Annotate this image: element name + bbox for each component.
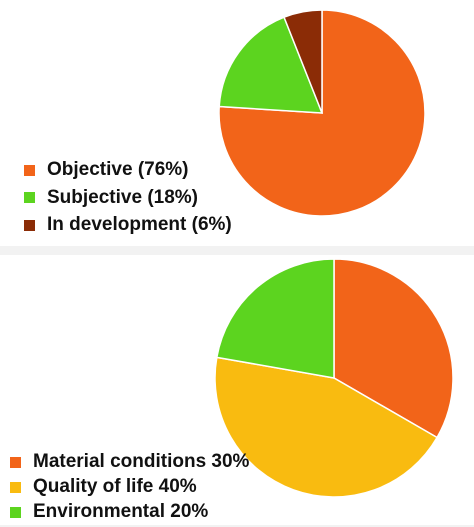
legend-swatch <box>24 164 35 176</box>
legend-top: Objective (76%) Subjective (18%) In deve… <box>24 160 232 243</box>
pie-chart-bottom <box>214 258 454 498</box>
legend-swatch <box>10 481 21 493</box>
pie-slice-in-development-6 <box>283 9 323 114</box>
legend-label: Material conditions 30% <box>33 451 250 472</box>
legend-item-quality-of-life: Quality of life 40% <box>10 477 249 497</box>
pie-slice-subjective-18 <box>218 16 324 114</box>
legend-swatch <box>24 219 35 231</box>
legend-item-subjective: Subjective (18%) <box>24 186 232 208</box>
legend-item-environmental: Environmental 20% <box>10 502 249 522</box>
legend-item-in-development: In development (6%) <box>24 215 232 235</box>
legend-label: Environmental 20% <box>33 501 209 522</box>
pie-slice-environmental-20 <box>215 258 335 379</box>
legend-label: Objective (76%) <box>47 159 189 180</box>
legend-swatch <box>10 456 21 468</box>
legend-item-objective: Objective (76%) <box>24 160 232 180</box>
pie-chart-top <box>218 9 426 217</box>
legend-label: Subjective (18%) <box>47 186 198 208</box>
pie-slice-quality-of-life-40 <box>214 356 439 498</box>
legend-swatch <box>24 192 35 203</box>
legend-bottom: Material conditions 30% Quality of life … <box>10 452 249 527</box>
chart-panel-bottom: Material conditions 30% Quality of life … <box>0 255 474 525</box>
legend-label: In development (6%) <box>47 214 232 235</box>
legend-label: Quality of life 40% <box>33 476 197 497</box>
legend-item-material-conditions: Material conditions 30% <box>10 452 249 472</box>
pie-slice-objective-76 <box>218 9 426 217</box>
legend-swatch <box>10 506 21 518</box>
chart-panel-top: Objective (76%) Subjective (18%) In deve… <box>0 0 474 246</box>
pie-slice-material-conditions-30 <box>333 258 454 439</box>
